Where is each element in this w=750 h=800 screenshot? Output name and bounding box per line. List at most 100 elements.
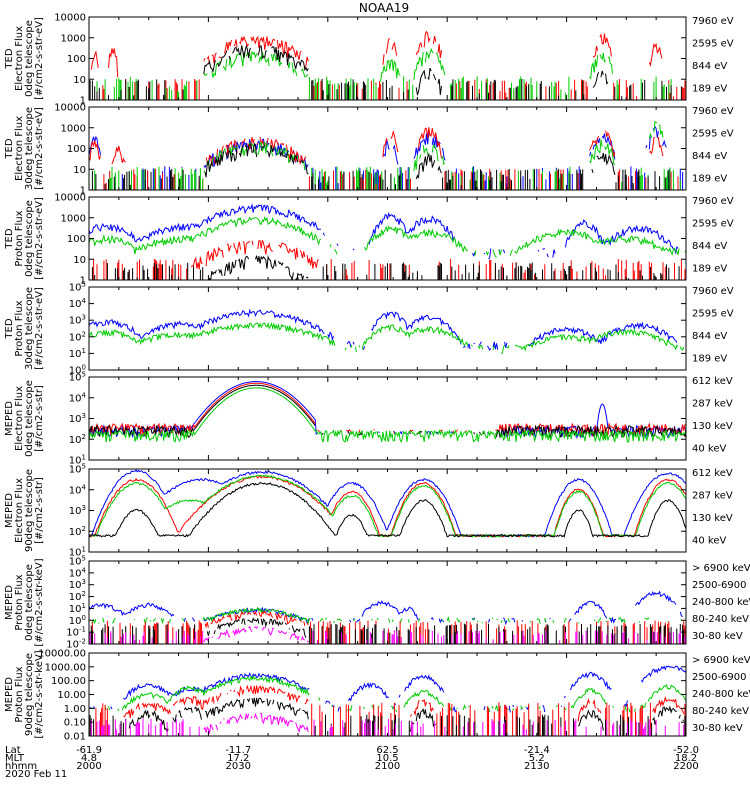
footer-hhmm-value: 2200	[673, 761, 698, 772]
series-line-130-kev	[89, 387, 686, 444]
y-axis-label-line: 0deg telescope	[24, 380, 35, 457]
legend-label: 612 keV	[692, 468, 733, 479]
legend-label: 80-240 keV	[692, 614, 749, 625]
legend-label: 287 keV	[692, 399, 733, 410]
legend-label: 130 keV	[692, 421, 733, 432]
legend-label: 30-80 keV	[692, 723, 743, 734]
y-tick-label: 1000	[61, 33, 86, 44]
footer-mlt-value: 10.5	[376, 753, 398, 764]
chart-title: NOAA19	[359, 1, 409, 15]
series-line-80-240-kev	[91, 608, 685, 624]
series-line-844-ev	[89, 323, 686, 353]
panel-6: MEPED Electron Flux 90deg telescope [#/cm2-…	[4, 463, 733, 559]
footer-lat-value: -11.7	[225, 745, 251, 756]
series-group	[89, 592, 686, 644]
y-axis-label-line: Electron Flux	[14, 26, 25, 91]
panel-4: TED Proton Flux 30deg telescope [#/cm2-s-st…	[4, 281, 734, 377]
legend-label: 40 keV	[692, 536, 726, 547]
y-axis-label-line: TED	[4, 318, 15, 339]
y-tick-label: 10000	[54, 193, 86, 204]
y-axis-label-line: 30deg telescope	[24, 287, 35, 370]
y-tick-label: 102	[69, 433, 86, 446]
panels: TED Electron Flux 0deg telescope [#/cm2-s-s…	[4, 13, 750, 743]
series-line-844-ev	[94, 120, 681, 190]
y-axis-label: TED Proton Flux 0deg telescope [#/cm2-s-str…	[4, 197, 45, 280]
legend-label: > 6900 keV	[692, 563, 750, 574]
series-line-30-80-kev	[90, 665, 686, 713]
y-tick-label: 10-2	[66, 638, 86, 651]
legend-label: 2500-6900	[692, 580, 747, 591]
y-tick-label: 101	[69, 546, 86, 559]
y-axis-label-line: Proton Flux	[14, 574, 25, 630]
panel-3: TED Proton Flux 0deg telescope [#/cm2-s-str…	[4, 193, 734, 287]
y-tick-label: 105	[69, 281, 86, 294]
y-axis-label-line: TED	[4, 228, 15, 249]
y-axis-label-line: [#/cm2-s-str-eV]	[34, 287, 45, 370]
y-tick-label: 104	[69, 391, 87, 404]
y-tick-label: 103	[69, 504, 86, 517]
series-line-30-80-kev	[89, 592, 685, 624]
y-axis-label-line: MEPED	[4, 677, 15, 712]
footer-lat-value: -21.4	[524, 745, 550, 756]
y-axis-label-line: [#/cm2-s-str-eV]	[34, 107, 45, 190]
y-tick-label: 10	[73, 255, 86, 266]
series-line--6900-kev	[89, 625, 686, 644]
legend-label: 7960 eV	[692, 286, 734, 297]
footer-lat-value: 62.5	[376, 745, 398, 756]
y-axis-label-line: Proton Flux	[14, 666, 25, 722]
y-axis-label-line: [#/cm2-s-str-keV]	[34, 558, 45, 646]
y-axis-label-line: [#/cm2-s-str-eV]	[34, 17, 45, 100]
legend-label: 844 eV	[692, 61, 727, 72]
legend-label: 7960 eV	[692, 16, 734, 27]
legend-label: 130 keV	[692, 513, 733, 524]
y-tick-label: 0.01	[64, 732, 86, 743]
y-axis-label-line: 90deg telescope	[24, 653, 35, 736]
series-line-612-kev	[89, 481, 686, 538]
series-line-80-240-kev	[92, 675, 686, 713]
y-tick-label: 102	[69, 525, 86, 538]
series-line--6900-kev	[90, 712, 685, 736]
y-tick-label: 103	[69, 578, 86, 591]
footer-lat-value: -52.0	[673, 745, 699, 756]
legend-label: 240-800 keV	[692, 597, 750, 608]
series-line-7960-ev	[91, 142, 670, 190]
y-tick-label: 104	[69, 297, 87, 310]
y-tick-label: 104	[69, 483, 87, 496]
y-axis-label-line: 90deg telescope	[24, 469, 35, 552]
y-axis-label-line: [#/cm2-s-str-eV]	[34, 197, 45, 280]
footer-date: 2020 Feb 11	[5, 769, 67, 780]
y-axis-label-line: 0deg telescope	[24, 564, 35, 641]
y-tick-label: 100	[67, 234, 86, 245]
y-tick-label: 1000	[61, 123, 86, 134]
y-axis-label-line: 0deg telescope	[24, 200, 35, 277]
footer-row-label: Lat	[5, 745, 21, 756]
y-tick-label: 101	[69, 454, 86, 467]
legend-label: 30-80 keV	[692, 631, 743, 642]
y-tick-label: 1.00	[64, 704, 86, 715]
y-tick-label: 100	[69, 614, 86, 627]
legend-label: 7960 eV	[692, 106, 734, 117]
y-tick-label: 10-1	[66, 626, 86, 639]
y-axis-label-line: Electron Flux	[14, 478, 25, 543]
y-axis-label-line: TED	[4, 138, 15, 159]
legend-label: 2595 eV	[692, 219, 734, 230]
panel-7: MEPED Proton Flux 0deg telescope [#/cm2-s-s…	[4, 555, 750, 651]
y-axis-label: MEPED Proton Flux 90deg telescope [#/cm2-s-…	[4, 650, 45, 738]
y-tick-label: 102	[69, 330, 86, 343]
plot-frame	[88, 16, 687, 101]
panel-8: MEPED Proton Flux 90deg telescope [#/cm2-s-…	[4, 649, 750, 743]
y-tick-label: 101	[69, 602, 86, 615]
footer-mlt-value: 5.2	[529, 753, 545, 764]
y-tick-label: 10.00	[57, 690, 86, 701]
y-tick-label: 10	[73, 165, 86, 176]
plot-frame	[88, 376, 687, 461]
y-axis-label-line: TED	[4, 48, 15, 69]
series-group	[89, 30, 686, 100]
legend-label: 844 eV	[692, 151, 727, 162]
y-tick-label: 105	[69, 555, 86, 568]
legend-label: 189 eV	[692, 174, 727, 185]
y-axis-label: TED Electron Flux 30deg telescope [#/cm2-s-…	[4, 107, 45, 190]
y-axis-label: MEPED Electron Flux 90deg telescope [#/cm2-…	[4, 469, 45, 552]
footer-lat-value: -61.9	[76, 745, 102, 756]
